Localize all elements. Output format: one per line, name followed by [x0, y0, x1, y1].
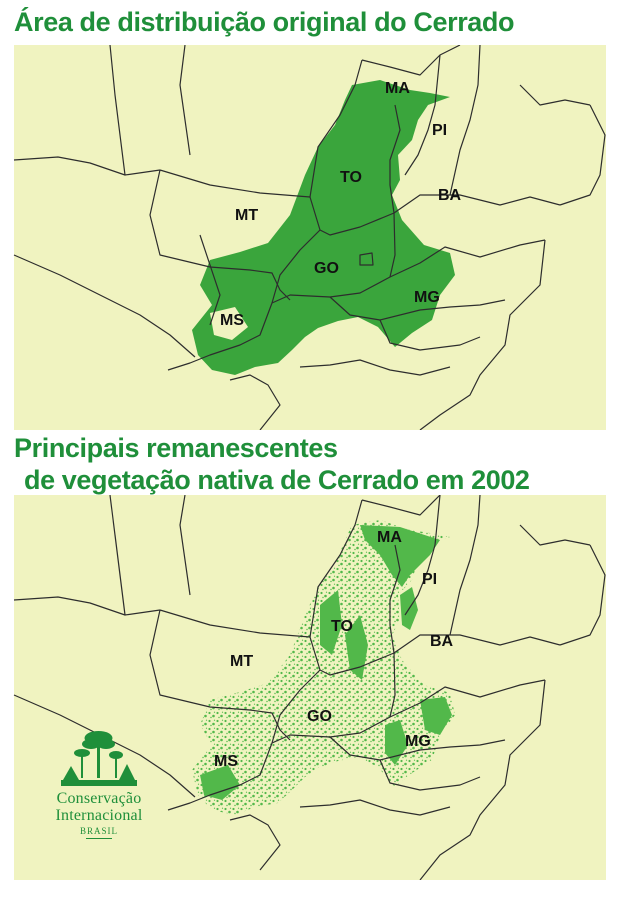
- map-original-cerrado: MA PI TO BA MT GO MG MS: [13, 45, 606, 430]
- state-labels: MA PI TO BA MT GO MG MS: [214, 529, 454, 770]
- label-mg: MG: [405, 733, 431, 750]
- map-cerrado-remnants-2002: MA PI TO BA MT GO MG MS: [13, 495, 606, 880]
- label-ba: BA: [430, 633, 454, 650]
- logo-line-1: Conservação: [56, 790, 142, 807]
- label-ms: MS: [220, 312, 244, 329]
- map-bottom-title-line2: de vegetação nativa de Cerrado em 2002: [24, 465, 530, 495]
- label-go: GO: [307, 708, 332, 725]
- remnant-dense-patches: [200, 525, 452, 800]
- label-ba: BA: [438, 187, 462, 204]
- label-to: TO: [331, 618, 353, 635]
- label-go: GO: [314, 260, 339, 277]
- map-bottom-title-line1: Principais remanescentes: [14, 433, 338, 463]
- cerrado-area: [192, 80, 455, 375]
- label-mg: MG: [414, 289, 440, 306]
- logo-line-2: Internacional: [55, 807, 143, 824]
- label-ms: MS: [214, 753, 238, 770]
- label-ma: MA: [385, 80, 410, 97]
- label-mt: MT: [230, 653, 253, 670]
- label-ma: MA: [377, 529, 402, 546]
- logo-underline: [86, 838, 112, 839]
- map-top-title: Área de distribuição original do Cerrado: [14, 7, 515, 37]
- state-borders: [13, 45, 606, 430]
- label-pi: PI: [432, 122, 447, 139]
- state-labels: MA PI TO BA MT GO MG MS: [220, 80, 462, 329]
- conservation-international-logo-icon: [61, 731, 137, 786]
- state-borders: [13, 495, 606, 880]
- cerrado-pantanal-hole: [210, 307, 248, 340]
- conservation-international-logo: Conservação Internacional BRASIL: [40, 728, 158, 853]
- label-mt: MT: [235, 207, 258, 224]
- label-pi: PI: [422, 571, 437, 588]
- label-to: TO: [340, 169, 362, 186]
- logo-subtitle: BRASIL: [79, 826, 118, 836]
